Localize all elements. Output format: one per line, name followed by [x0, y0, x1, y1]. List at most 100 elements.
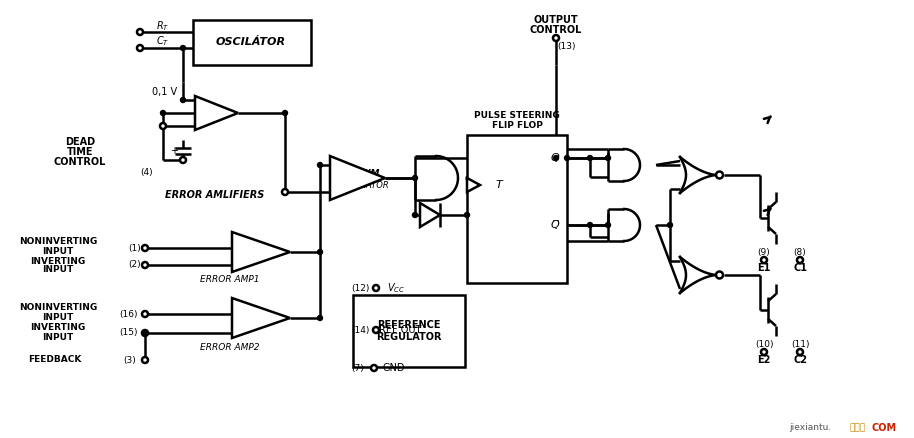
Circle shape: [373, 327, 379, 333]
Text: INVERTING: INVERTING: [30, 258, 86, 266]
Circle shape: [180, 46, 186, 50]
Circle shape: [667, 223, 673, 227]
Circle shape: [282, 189, 288, 195]
Text: (8): (8): [793, 247, 806, 257]
Circle shape: [371, 365, 377, 371]
Text: $C_T$: $C_T$: [156, 34, 170, 48]
Text: INPUT: INPUT: [42, 247, 74, 255]
Text: (1): (1): [129, 244, 142, 252]
Text: ERROR AMP1: ERROR AMP1: [200, 276, 260, 285]
Text: 0,1 V: 0,1 V: [153, 87, 177, 97]
Circle shape: [180, 98, 186, 102]
Circle shape: [317, 162, 323, 167]
Text: NONINVERTING: NONINVERTING: [19, 237, 97, 247]
Circle shape: [588, 155, 592, 160]
Text: 接线图: 接线图: [850, 424, 866, 432]
Circle shape: [716, 272, 723, 279]
Text: −: −: [251, 319, 259, 329]
Circle shape: [373, 285, 379, 291]
Bar: [193, 20, 311, 65]
Text: −: −: [251, 253, 259, 263]
Text: REGULATOR: REGULATOR: [377, 332, 441, 342]
Text: T: T: [495, 180, 503, 190]
Text: (13): (13): [557, 42, 575, 50]
Text: (7): (7): [352, 364, 365, 372]
Text: (9): (9): [758, 247, 771, 257]
Circle shape: [142, 245, 148, 251]
Circle shape: [554, 155, 558, 160]
Text: C1: C1: [793, 263, 807, 273]
Circle shape: [143, 331, 147, 336]
Circle shape: [180, 157, 186, 163]
Text: (3): (3): [123, 356, 136, 364]
Polygon shape: [330, 156, 385, 200]
Text: INPUT: INPUT: [42, 312, 74, 321]
Text: (15): (15): [119, 328, 137, 338]
Polygon shape: [232, 298, 290, 338]
Text: +: +: [251, 242, 259, 252]
Text: ERROR AMP2: ERROR AMP2: [200, 343, 260, 352]
Text: INPUT: INPUT: [42, 265, 74, 275]
Text: $R_T$: $R_T$: [156, 19, 170, 33]
Polygon shape: [195, 96, 238, 130]
Text: C2: C2: [793, 355, 807, 365]
Text: (14): (14): [351, 325, 369, 335]
Circle shape: [761, 257, 767, 263]
Text: FLIP FLOP: FLIP FLOP: [492, 120, 542, 130]
Text: NONINVERTING: NONINVERTING: [19, 304, 97, 312]
Text: +: +: [251, 308, 259, 318]
Text: COM: COM: [871, 423, 897, 433]
Circle shape: [142, 311, 148, 317]
Text: REFERENCE: REFERENCE: [377, 320, 441, 330]
Text: (11): (11): [791, 339, 809, 349]
Circle shape: [412, 176, 418, 180]
Circle shape: [142, 330, 148, 336]
Circle shape: [605, 155, 611, 160]
Text: FEEDBACK: FEEDBACK: [28, 356, 81, 364]
Text: INVERTING: INVERTING: [30, 324, 86, 332]
Circle shape: [282, 110, 288, 116]
Circle shape: [161, 110, 165, 116]
Text: +: +: [211, 103, 219, 113]
Text: (4): (4): [141, 169, 154, 177]
Text: +: +: [170, 146, 178, 156]
Circle shape: [797, 349, 803, 355]
Polygon shape: [467, 178, 480, 192]
Circle shape: [317, 250, 323, 254]
Circle shape: [605, 223, 611, 227]
Text: INPUT: INPUT: [42, 332, 74, 342]
Circle shape: [565, 155, 569, 160]
Circle shape: [142, 262, 148, 268]
Text: E1: E1: [758, 263, 771, 273]
Text: CONTROL: CONTROL: [530, 25, 582, 35]
Circle shape: [317, 315, 323, 321]
Text: (12): (12): [351, 283, 369, 293]
Text: Q: Q: [550, 153, 559, 163]
Text: (16): (16): [119, 310, 137, 318]
Polygon shape: [420, 203, 440, 227]
Circle shape: [160, 123, 166, 129]
Polygon shape: [232, 232, 290, 272]
Circle shape: [142, 357, 148, 363]
Text: PWM: PWM: [356, 170, 381, 179]
Text: Q̅: Q̅: [550, 220, 559, 230]
Circle shape: [137, 29, 143, 35]
Text: DEAD: DEAD: [65, 137, 95, 147]
Text: $V_{CC}$: $V_{CC}$: [387, 281, 405, 295]
Text: PULSE STEERING: PULSE STEERING: [474, 110, 560, 120]
Text: TIME: TIME: [67, 147, 93, 157]
Circle shape: [588, 223, 592, 227]
Text: jiexiantu.: jiexiantu.: [789, 424, 831, 432]
Text: (10): (10): [755, 339, 773, 349]
Text: E2: E2: [758, 355, 771, 365]
Circle shape: [412, 212, 418, 218]
Circle shape: [797, 257, 803, 263]
Text: GND: GND: [383, 363, 405, 373]
Text: COMPARATOR: COMPARATOR: [331, 181, 389, 191]
Text: REF OUT: REF OUT: [378, 325, 421, 335]
Text: (2): (2): [129, 261, 142, 269]
Circle shape: [716, 172, 723, 179]
Text: CONTROL: CONTROL: [54, 157, 106, 167]
Circle shape: [553, 35, 559, 41]
Circle shape: [761, 349, 767, 355]
